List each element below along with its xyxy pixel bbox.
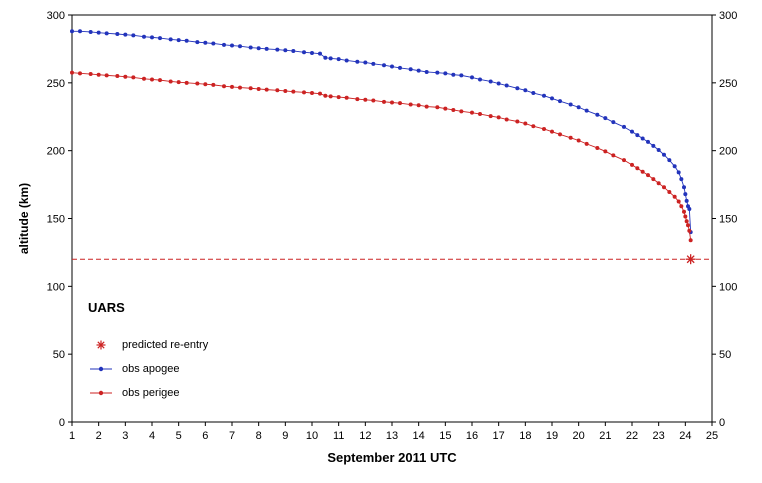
x-tick-label: 1 [69, 430, 75, 442]
x-tick-label: 14 [413, 430, 425, 442]
chart-legend: UARS predicted re-entry obs apogee [88, 300, 208, 405]
x-tick-label: 12 [359, 430, 371, 442]
reentry-star-icon [96, 340, 106, 350]
apogee-series [70, 29, 693, 235]
x-tick-label: 24 [679, 430, 691, 442]
x-tick-label: 21 [599, 430, 611, 442]
x-tick-label: 18 [519, 430, 531, 442]
predicted-reentry-marker [685, 254, 696, 265]
legend-label-obs-apogee: obs apogee [122, 363, 180, 375]
apogee-line-marker-icon [90, 366, 112, 372]
x-tick-label: 6 [202, 430, 208, 442]
perigee-series [70, 70, 693, 243]
x-tick-label: 2 [96, 430, 102, 442]
legend-item-obs-perigee: obs perigee [88, 381, 208, 405]
x-tick-label: 8 [256, 430, 262, 442]
y-tick-label-right: 100 [719, 281, 737, 293]
x-tick-label: 5 [176, 430, 182, 442]
x-tick-label: 16 [466, 430, 478, 442]
y-tick-label-right: 200 [719, 146, 737, 158]
y-axis-ticks: 0 0 50 50 100 100 150 150 200 200 250 250 300 300 [47, 10, 738, 429]
y-tick-label-left: 250 [47, 78, 65, 90]
x-axis-ticks: 1 2 3 4 5 6 7 8 9 10 11 12 13 14 15 16 17 18 19 20 21 22 23 24 2… [69, 422, 718, 442]
y-tick-label-left: 150 [47, 214, 65, 226]
x-tick-label: 22 [626, 430, 638, 442]
x-tick-label: 3 [122, 430, 128, 442]
y-tick-label-left: 200 [47, 146, 65, 158]
legend-label-obs-perigee: obs perigee [122, 387, 180, 399]
legend-item-predicted-reentry: predicted re-entry [88, 333, 208, 357]
x-tick-label: 25 [706, 430, 718, 442]
perigee-line-marker-icon [90, 390, 112, 396]
y-tick-label-right: 150 [719, 214, 737, 226]
y-tick-label-left: 300 [47, 10, 65, 22]
x-tick-label: 11 [333, 430, 344, 442]
x-axis-title: September 2011 UTC [327, 450, 457, 465]
y-axis-title: altitude (km) [17, 183, 31, 254]
y-tick-label-right: 0 [719, 417, 725, 429]
x-tick-label: 4 [149, 430, 155, 442]
x-tick-label: 17 [493, 430, 505, 442]
y-tick-label-left: 50 [53, 349, 65, 361]
x-tick-label: 7 [229, 430, 235, 442]
legend-item-obs-apogee: obs apogee [88, 357, 208, 381]
y-tick-label-left: 0 [59, 417, 65, 429]
x-tick-label: 10 [306, 430, 318, 442]
x-tick-label: 9 [282, 430, 288, 442]
y-tick-label-left: 100 [47, 281, 65, 293]
y-tick-label-right: 50 [719, 349, 731, 361]
x-tick-label: 20 [573, 430, 585, 442]
x-tick-label: 23 [653, 430, 665, 442]
legend-label-predicted-reentry: predicted re-entry [122, 339, 209, 351]
legend-title: UARS [88, 300, 125, 315]
x-tick-label: 13 [386, 430, 398, 442]
x-tick-label: 15 [439, 430, 451, 442]
y-tick-label-right: 250 [719, 78, 737, 90]
y-tick-label-right: 300 [719, 10, 737, 22]
x-tick-label: 19 [546, 430, 558, 442]
